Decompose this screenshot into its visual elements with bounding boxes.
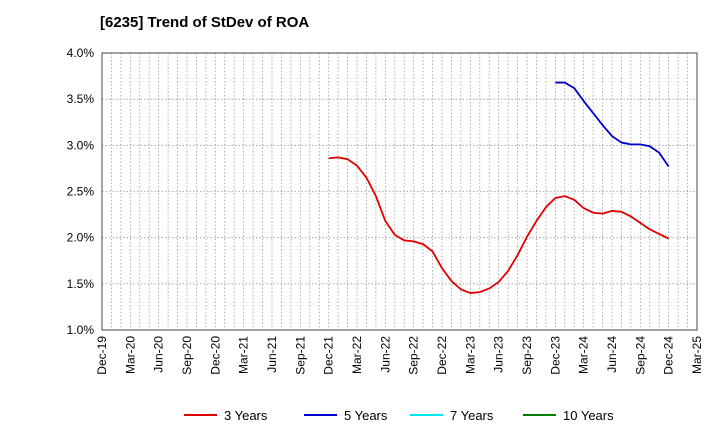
series-line-3-years [328, 156, 670, 294]
y-tick-label: 1.5% [67, 277, 95, 291]
chart-title: [6235] Trend of StDev of ROA [100, 14, 310, 31]
x-tick-label: Sep-21 [293, 336, 307, 375]
x-axis-ticks: Dec-19 Mar-20 Jun-20 Sep-20 Dec-20 Mar-21 Jun-… [95, 336, 704, 375]
x-tick-label: Dec-23 [548, 336, 562, 375]
legend-label: 5 Years [344, 408, 388, 423]
x-tick-label: Sep-24 [633, 336, 647, 375]
x-tick-label: Dec-24 [662, 336, 676, 375]
x-tick-label: Dec-22 [435, 336, 449, 375]
x-tick-label: Jun-22 [378, 336, 392, 373]
x-tick-label: Sep-22 [407, 336, 421, 375]
x-tick-label: Sep-20 [180, 336, 194, 375]
y-tick-label: 2.5% [67, 185, 95, 199]
x-tick-label: Dec-19 [95, 336, 109, 375]
x-tick-label: Mar-21 [237, 336, 251, 374]
x-tick-label: Jun-24 [605, 336, 619, 373]
x-tick-label: Mar-23 [463, 336, 477, 374]
legend-label: 7 Years [450, 408, 494, 423]
x-tick-label: Dec-21 [322, 336, 336, 375]
y-tick-label: 4.0% [67, 46, 95, 60]
series-line-5-years [555, 81, 670, 168]
x-tick-label: Mar-22 [350, 336, 364, 374]
legend-label: 10 Years [563, 408, 614, 423]
y-tick-label: 2.0% [67, 231, 95, 245]
x-tick-label: Jun-23 [492, 336, 506, 373]
y-tick-label: 3.5% [67, 92, 95, 106]
y-tick-label: 3.0% [67, 138, 95, 152]
x-tick-label: Mar-24 [577, 336, 591, 374]
plot-frame [101, 52, 698, 331]
legend: 3 Years 5 Years 7 Years 10 Years [184, 408, 614, 423]
series-lines [328, 81, 670, 294]
x-tick-label: Dec-20 [208, 336, 222, 375]
x-tick-label: Jun-21 [265, 336, 279, 373]
x-tick-label: Mar-20 [123, 336, 137, 374]
grid [102, 53, 697, 330]
y-tick-label: 1.0% [67, 323, 95, 337]
x-tick-label: Mar-25 [690, 336, 704, 374]
x-tick-label: Sep-23 [520, 336, 534, 375]
legend-label: 3 Years [224, 408, 268, 423]
y-axis-ticks: 1.0% 1.5% 2.0% 2.5% 3.0% 3.5% 4.0% [67, 46, 95, 337]
x-tick-label: Jun-20 [152, 336, 166, 373]
